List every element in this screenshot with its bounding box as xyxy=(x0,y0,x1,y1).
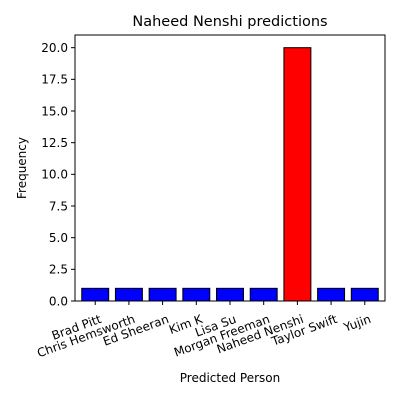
y-axis-label: Frequency xyxy=(15,137,29,199)
bar-kim-k xyxy=(182,287,211,302)
bar-yujin xyxy=(350,287,379,302)
bar-naheed-nenshi xyxy=(283,47,312,302)
chart-title: Naheed Nenshi predictions xyxy=(132,14,327,30)
x-tick-label: Yujin xyxy=(341,312,373,335)
x-axis-label: Predicted Person xyxy=(180,371,280,385)
bar-lisa-su xyxy=(216,287,244,302)
bar-morgan-freeman xyxy=(249,287,278,302)
bar-ed-sheeran xyxy=(148,287,177,302)
y-tick-label: 10.0 xyxy=(41,168,68,182)
y-axis: 0.0 2.5 5.0 7.5 10.0 12.5 15.0 17.5 20.0 xyxy=(41,41,75,308)
y-tick-label: 12.5 xyxy=(41,136,68,150)
bar-taylor-swift xyxy=(317,287,346,302)
y-tick-label: 7.5 xyxy=(49,199,68,213)
plot-frame xyxy=(74,34,386,302)
y-tick-label: 15.0 xyxy=(41,104,68,118)
bar-chris-hemsworth xyxy=(114,287,143,302)
bars-group xyxy=(81,47,379,302)
y-tick-label: 5.0 xyxy=(49,231,68,245)
y-tick-label: 0.0 xyxy=(49,294,68,308)
y-tick-label: 2.5 xyxy=(49,263,68,277)
y-tick-label: 20.0 xyxy=(41,41,68,55)
bar-brad-pitt xyxy=(81,287,110,302)
y-tick-label: 17.5 xyxy=(41,73,68,87)
